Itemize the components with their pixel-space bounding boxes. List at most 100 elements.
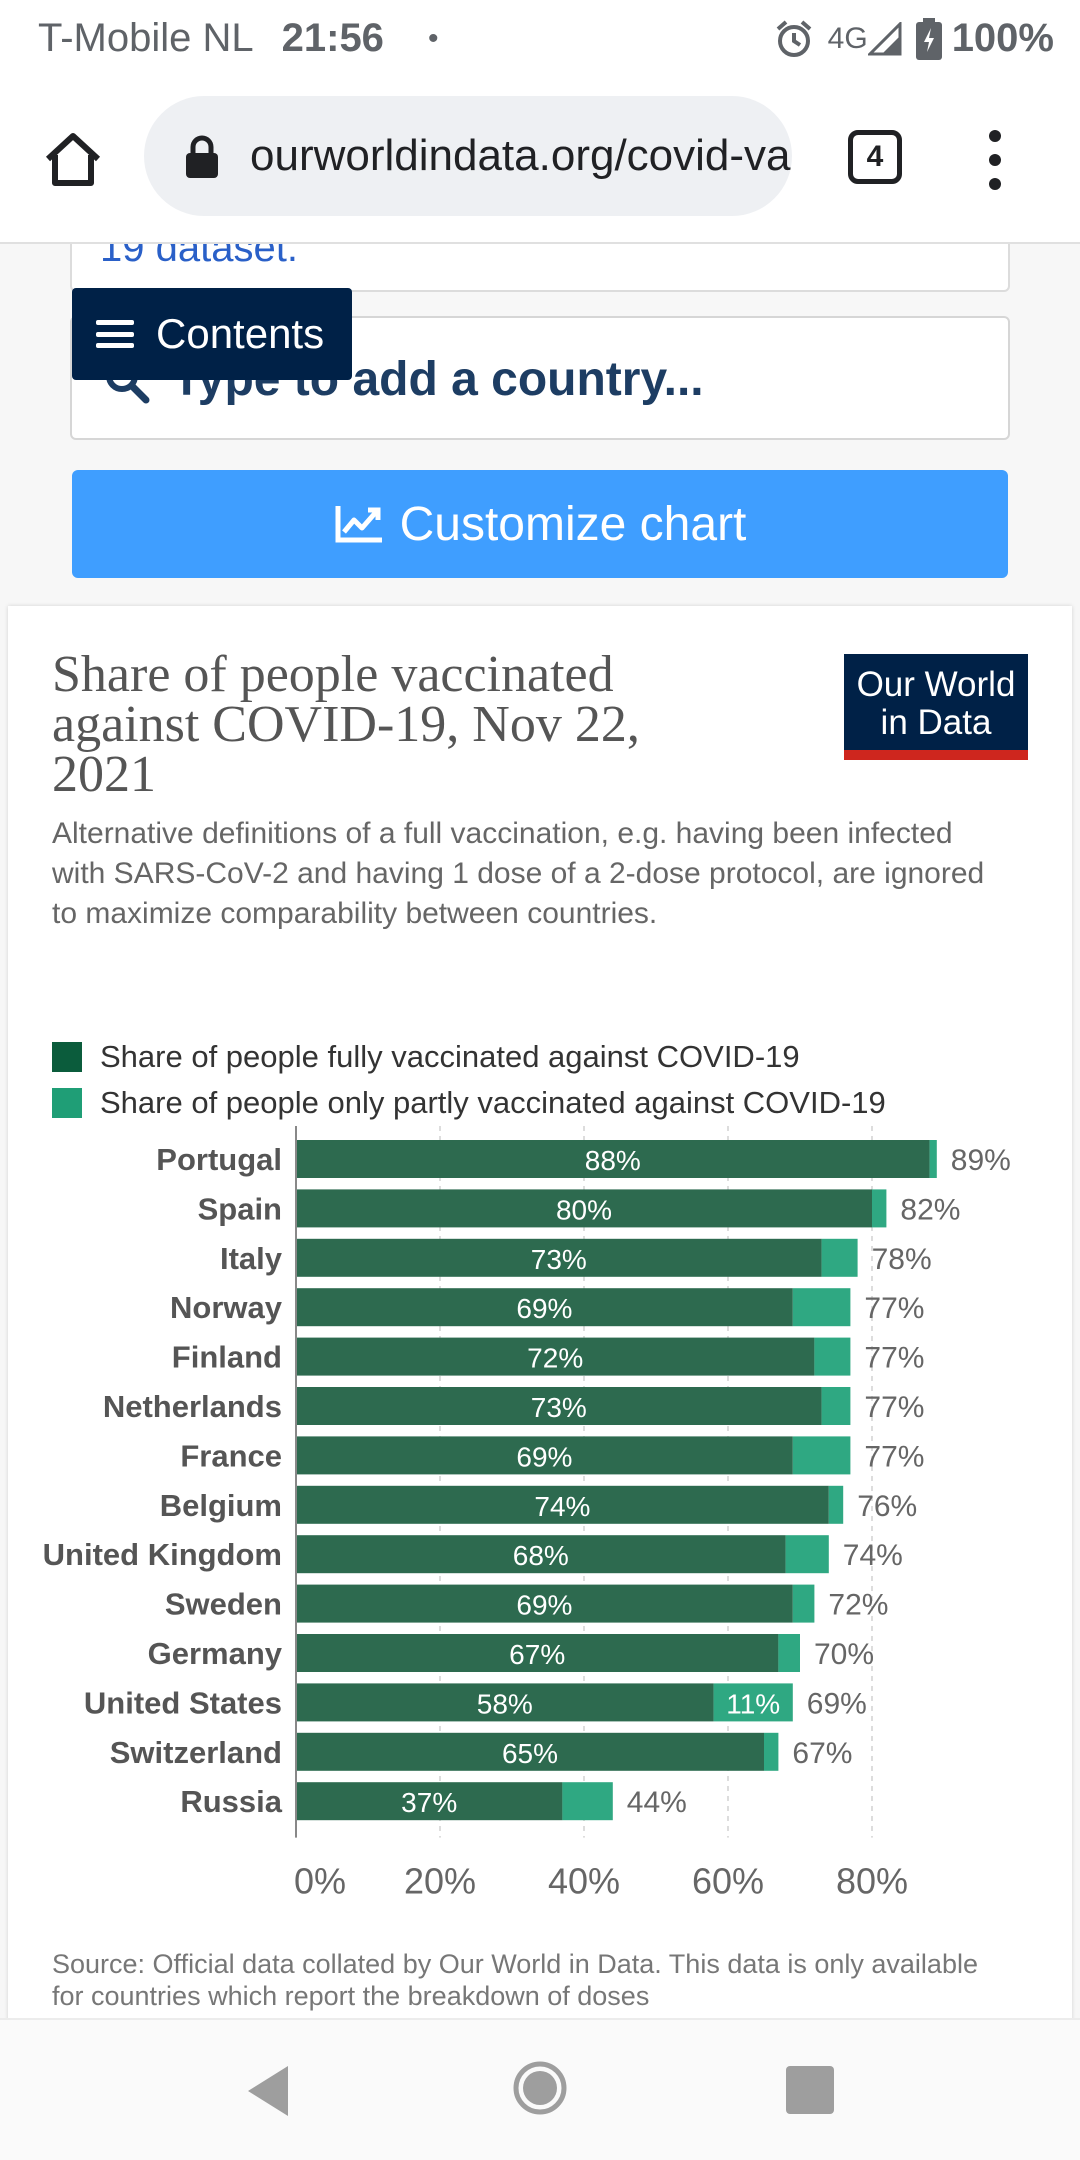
- bar-fully-vaccinated: [296, 1732, 764, 1771]
- total-value-label: 44%: [627, 1786, 687, 1819]
- android-nav-bar: [0, 2018, 1080, 2160]
- bar-fully-vaccinated: [296, 1535, 786, 1574]
- category-label: United States: [84, 1685, 282, 1720]
- bar-fully-vaccinated: [296, 1189, 872, 1228]
- customize-chart-label: Customize chart: [399, 497, 747, 551]
- bar-fully-vaccinated: [296, 1238, 822, 1277]
- category-label: France: [180, 1438, 282, 1473]
- legend-label-fully: Share of people fully vaccinated against…: [100, 1039, 800, 1074]
- category-label: Netherlands: [103, 1389, 282, 1424]
- bar-fully-vaccinated: [296, 1584, 793, 1623]
- total-value-label: 67%: [792, 1737, 852, 1770]
- legend-swatch-partly: [52, 1088, 82, 1118]
- bar-fully-vaccinated: [296, 1436, 793, 1475]
- x-tick-label: 20%: [404, 1861, 476, 1902]
- bar-fully-vaccinated: [296, 1337, 815, 1376]
- category-label: Spain: [198, 1191, 282, 1226]
- recents-icon[interactable]: [786, 2066, 834, 2114]
- bar-value-label: 69%: [516, 1441, 572, 1472]
- bar-value-label: 73%: [531, 1392, 587, 1423]
- browser-toolbar: ourworldindata.org/covid-vaccinations 4: [0, 78, 1080, 244]
- carrier-label: T-Mobile NL: [38, 16, 254, 60]
- customize-chart-button[interactable]: Customize chart: [72, 470, 1008, 578]
- category-label: Germany: [148, 1636, 283, 1671]
- logo-line-1: Our World: [856, 665, 1016, 704]
- hamburger-icon: [96, 320, 134, 348]
- home-nav-icon[interactable]: [512, 2060, 568, 2116]
- browser-menu-button[interactable]: [980, 130, 1010, 190]
- x-tick-label: 0%: [294, 1861, 346, 1902]
- tab-switcher-button[interactable]: 4: [848, 130, 902, 184]
- total-value-label: 77%: [864, 1342, 924, 1375]
- bar-partly-vaccinated: [792, 1436, 851, 1475]
- owid-logo[interactable]: Our World in Data: [844, 654, 1028, 760]
- category-label: Italy: [220, 1241, 283, 1276]
- x-tick-label: 80%: [836, 1861, 908, 1902]
- bar-partly-vaccinated: [929, 1140, 937, 1178]
- bar-value-label: 74%: [534, 1491, 590, 1522]
- total-value-label: 76%: [857, 1490, 917, 1523]
- total-value-label: 77%: [864, 1292, 924, 1325]
- category-label: Norway: [170, 1290, 283, 1325]
- total-value-label: 89%: [951, 1144, 1011, 1177]
- bar-fully-vaccinated: [296, 1782, 563, 1821]
- bar-partly-vaccinated: [828, 1485, 844, 1524]
- legend-label-partly: Share of people only partly vaccinated a…: [100, 1085, 886, 1120]
- bar-fully-vaccinated: [296, 1634, 779, 1672]
- alarm-icon: [776, 19, 811, 57]
- contents-button[interactable]: Contents: [72, 288, 352, 380]
- bar-fully-vaccinated: [296, 1683, 714, 1722]
- bar-value-label: 58%: [477, 1688, 533, 1719]
- total-value-label: 82%: [900, 1193, 960, 1226]
- bar-value-label: 88%: [585, 1145, 641, 1176]
- total-value-label: 70%: [814, 1638, 874, 1671]
- dataset-info-box: 19 dataset.: [70, 244, 1010, 292]
- bar-partly-vaccinated: [785, 1535, 829, 1574]
- bar-value-label: 72%: [527, 1343, 583, 1374]
- legend-swatch-fully: [52, 1042, 82, 1072]
- status-bar: T-Mobile NL 21:56 • 4G 100%: [0, 0, 1080, 78]
- category-label: Finland: [172, 1340, 282, 1375]
- contents-label: Contents: [156, 310, 325, 357]
- bar-partly-vaccinated: [792, 1288, 851, 1327]
- clock: 21:56: [281, 16, 384, 60]
- bar-partly-vaccinated: [792, 1584, 815, 1623]
- network-type: 4G: [827, 21, 868, 55]
- home-button[interactable]: [40, 126, 106, 192]
- category-label: Switzerland: [110, 1735, 282, 1770]
- legend-item-fully[interactable]: Share of people fully vaccinated against…: [52, 1034, 886, 1080]
- category-label: Portugal: [156, 1142, 282, 1177]
- signal-icon: [867, 21, 902, 55]
- bar-partly-vaccinated: [713, 1683, 793, 1722]
- legend-item-partly[interactable]: Share of people only partly vaccinated a…: [52, 1080, 886, 1126]
- battery-icon: [915, 17, 942, 60]
- bar-value-label: 65%: [502, 1738, 558, 1769]
- menu-dot-icon: [989, 130, 1001, 142]
- chart-subtitle: Alternative definitions of a full vaccin…: [52, 817, 985, 930]
- chart-legend: Share of people fully vaccinated against…: [52, 1034, 886, 1126]
- bar-partly-vaccinated: [764, 1732, 779, 1771]
- total-value-label: 77%: [864, 1391, 924, 1424]
- lock-icon: [186, 135, 218, 178]
- bar-partly-vaccinated: [821, 1238, 858, 1277]
- bar-partly-vaccinated: [778, 1634, 800, 1672]
- bar-value-label: 73%: [531, 1244, 587, 1275]
- x-tick-label: 40%: [548, 1861, 620, 1902]
- bar-fully-vaccinated: [296, 1288, 793, 1327]
- bar-partly-vaccinated: [562, 1782, 613, 1821]
- bar-chart: Portugal 88% 89% Spain 80% 82% Italy 73% 78% Norw…: [43, 1126, 1011, 1902]
- bar-value-label: 80%: [556, 1194, 612, 1225]
- bar-value-label: 68%: [513, 1540, 569, 1571]
- category-label: Russia: [180, 1784, 282, 1819]
- web-page: 19 dataset. Type to add a country... Con…: [0, 244, 1080, 2018]
- bar-value-label: 69%: [516, 1293, 572, 1324]
- bar-value-label: 69%: [516, 1590, 572, 1621]
- address-bar[interactable]: ourworldindata.org/covid-vaccinations: [144, 96, 792, 216]
- back-icon[interactable]: [244, 2064, 292, 2118]
- battery-percent: 100%: [951, 16, 1054, 60]
- chart-card: Share of people vaccinated against COVID…: [8, 606, 1072, 2018]
- menu-dot-icon: [989, 178, 1001, 190]
- total-value-label: 78%: [872, 1243, 932, 1276]
- chart-source: Source: Official data collated by Our Wo…: [52, 1949, 978, 2011]
- dataset-link[interactable]: 19 dataset.: [100, 244, 298, 270]
